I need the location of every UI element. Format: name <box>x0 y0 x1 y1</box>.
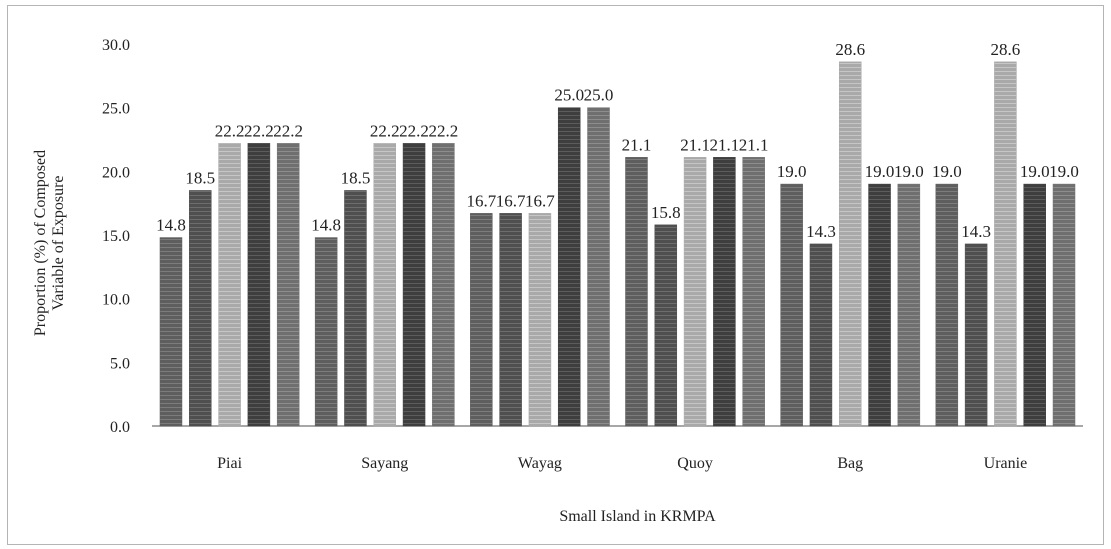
data-labels: 14.818.522.2 22.2 22.214.818.522.2 22.2 22.2… <box>156 40 1079 241</box>
data-label: 16.7 <box>496 191 526 210</box>
data-label: 21.1 <box>739 135 769 154</box>
bar <box>247 143 271 427</box>
y-axis-title-line: Proportion (%) of Composed <box>32 150 49 336</box>
bar <box>780 183 803 427</box>
data-label: 16.7 <box>525 191 555 210</box>
bar <box>528 213 552 427</box>
bar <box>654 224 678 427</box>
bar <box>499 213 522 427</box>
bar <box>373 143 396 427</box>
x-axis-title: Small Island in KRMPA <box>559 508 716 525</box>
bar <box>713 157 736 427</box>
x-axis-categories: Piai Sayang Wayag Quoy Bag Uranie <box>217 455 1027 472</box>
bar <box>839 61 862 427</box>
data-label: 22.2 <box>399 121 429 140</box>
data-label: 16.7 <box>466 191 496 210</box>
bar <box>897 183 921 427</box>
bar <box>1023 183 1046 427</box>
category-label: Sayang <box>361 455 408 472</box>
bar <box>314 237 338 427</box>
data-label: 22.2 <box>273 121 303 140</box>
bar <box>625 157 648 427</box>
data-label: 22.2 <box>370 121 400 140</box>
y-tick-label: 5.0 <box>110 355 130 372</box>
data-label: 19.0 <box>865 162 895 181</box>
data-label: 28.6 <box>835 40 865 59</box>
category-label: Piai <box>217 455 242 472</box>
bar <box>344 190 367 427</box>
bar <box>935 183 959 427</box>
data-label: 18.5 <box>185 168 215 187</box>
data-label: 21.1 <box>710 135 740 154</box>
bar <box>809 243 833 427</box>
bars <box>159 61 1076 427</box>
bar <box>432 143 455 427</box>
bar <box>1052 183 1076 427</box>
bar <box>964 243 988 427</box>
y-axis-ticks: 0.0 5.0 10.0 15.0 20.0 25.0 30.0 <box>102 37 130 436</box>
data-label: 28.6 <box>991 40 1021 59</box>
data-label: 14.3 <box>961 222 991 241</box>
data-label: 19.0 <box>932 162 962 181</box>
y-tick-label: 15.0 <box>102 228 130 245</box>
data-label: 14.8 <box>156 216 186 235</box>
y-tick-label: 0.0 <box>110 419 130 436</box>
category-label: Quoy <box>677 455 713 472</box>
category-label: Uranie <box>984 455 1028 472</box>
data-label: 22.2 <box>244 121 274 140</box>
bar <box>218 143 241 427</box>
y-axis-title-line: Variable of Exposure <box>50 175 67 310</box>
data-label: 21.1 <box>622 135 652 154</box>
data-label: 25.0 <box>584 86 614 105</box>
data-label: 14.8 <box>311 216 341 235</box>
bar <box>587 107 610 427</box>
data-label: 19.0 <box>777 162 807 181</box>
bar <box>159 237 183 427</box>
data-label: 19.0 <box>894 162 924 181</box>
y-tick-label: 20.0 <box>102 164 130 181</box>
y-tick-label: 30.0 <box>102 37 130 54</box>
data-label: 18.5 <box>341 168 371 187</box>
bar <box>742 157 765 427</box>
data-label: 19.0 <box>1049 162 1079 181</box>
bar <box>994 61 1017 427</box>
y-axis-title: Proportion (%) of Composed Variable of Ex… <box>32 150 67 336</box>
bar <box>868 183 891 427</box>
bar <box>402 143 426 427</box>
category-label: Wayag <box>518 455 562 472</box>
bar <box>557 107 581 427</box>
bar <box>189 190 212 427</box>
y-tick-label: 10.0 <box>102 292 130 309</box>
chart-frame <box>7 5 1104 545</box>
bar <box>276 143 300 427</box>
data-label: 21.1 <box>680 135 710 154</box>
category-label: Bag <box>837 455 863 472</box>
data-label: 22.2 <box>428 121 458 140</box>
data-label: 15.8 <box>651 203 681 222</box>
data-label: 25.0 <box>554 86 584 105</box>
bar <box>470 213 493 427</box>
data-label: 14.3 <box>806 222 836 241</box>
data-label: 22.2 <box>215 121 245 140</box>
data-label: 19.0 <box>1020 162 1050 181</box>
bar <box>683 157 707 427</box>
y-tick-label: 25.0 <box>102 101 130 118</box>
